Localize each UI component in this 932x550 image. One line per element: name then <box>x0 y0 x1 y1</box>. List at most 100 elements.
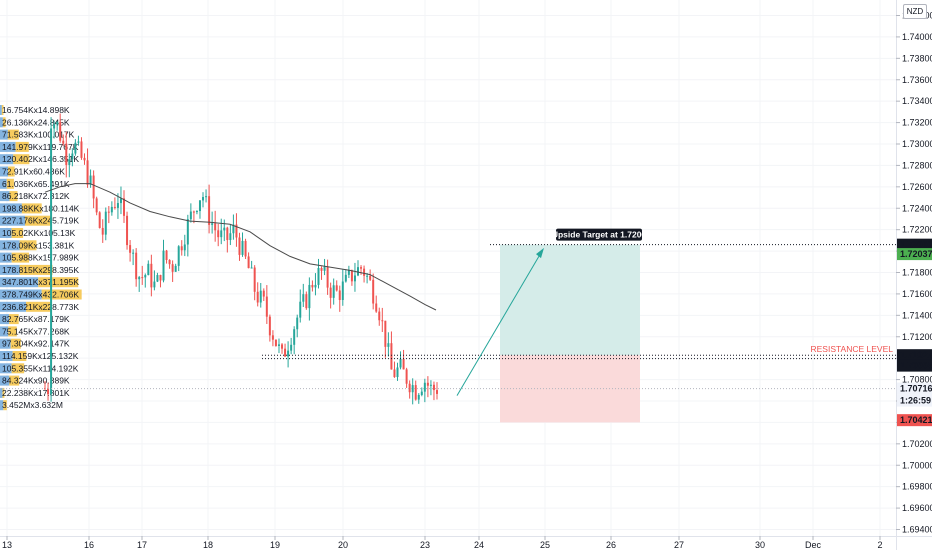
volume-profile-label: 178.815Kx298.395K <box>2 265 79 275</box>
candle-body <box>344 274 347 282</box>
candle-body <box>335 285 338 291</box>
candle-body <box>262 290 265 297</box>
time-tick-label: 30 <box>755 540 765 550</box>
price-tag-label: 1.710278 <box>900 350 932 360</box>
time-axis[interactable]: 13 16 17 18 19 20 23 24 25 26 27 30 Dec 2 <box>0 536 932 550</box>
candle-body <box>177 246 180 266</box>
candle-body <box>162 250 165 281</box>
volume-profile-label: 114.159Kx125.132K <box>2 351 79 361</box>
arrowhead-icon <box>536 247 544 259</box>
time-tick-label: 24 <box>474 540 484 550</box>
volume-profile-label: 236.821Kx228.773K <box>2 302 79 312</box>
volume-bar-sell <box>21 203 42 214</box>
volume-bar-sell <box>38 277 79 288</box>
candle-body <box>80 141 83 158</box>
volume-bar-buy <box>0 215 25 226</box>
candle-body <box>253 267 256 292</box>
volume-bar-buy <box>0 338 11 349</box>
candle-body <box>250 267 253 269</box>
volume-bar-sell <box>13 154 30 165</box>
candle-body <box>56 122 59 125</box>
candle-body <box>50 128 53 395</box>
candle-body <box>338 290 341 301</box>
target-label: Upside Target at 1.7206 <box>552 230 647 240</box>
volume-bar-sell <box>11 228 24 238</box>
candlestick-series <box>44 113 438 405</box>
candle-body <box>138 277 141 280</box>
volume-bar-sell <box>12 351 27 361</box>
moving-average-path <box>44 183 437 311</box>
candle-body <box>92 175 95 199</box>
volume-bar-buy <box>0 351 13 361</box>
price-tick-label: 1.722000 <box>902 225 932 235</box>
candle-body <box>144 275 147 278</box>
volume-bar-buy <box>0 129 8 140</box>
volume-profile-label: 71.583Kx100.017K <box>2 130 75 140</box>
candle-body <box>423 382 426 392</box>
candle-body <box>274 339 277 346</box>
candle-body <box>107 211 110 213</box>
price-tick-label: 1.714000 <box>902 310 932 320</box>
candle-body <box>414 385 417 400</box>
long-position-tool[interactable] <box>500 244 640 423</box>
volume-bar-buy <box>0 375 10 386</box>
candle-body <box>150 263 153 288</box>
volume-bar-buy <box>0 326 9 337</box>
volume-bar-buy <box>0 264 20 275</box>
volume-bar-buy <box>0 240 20 251</box>
candle-body <box>360 267 363 269</box>
volume-bar-sell <box>19 240 37 251</box>
price-axis[interactable]: 1.7420001.7400001.7380001.7360001.734000… <box>896 0 932 550</box>
candle-body <box>296 317 299 330</box>
candle-body <box>320 268 323 271</box>
candle-body <box>98 212 101 228</box>
price-tag-box <box>897 394 932 407</box>
candle-body <box>195 211 198 213</box>
time-tick-label: 2 <box>877 540 882 550</box>
volume-bar-sell <box>8 326 17 337</box>
volume-profile-label: 105.355Kx114.192K <box>2 363 79 373</box>
price-tick-label: 1.740000 <box>902 32 932 42</box>
volume-bar-sell <box>19 264 53 275</box>
candle-body <box>83 157 86 161</box>
candle-body <box>226 227 229 241</box>
volume-profile-label: 61.036Kx65.491K <box>2 179 70 189</box>
candle-body <box>356 267 359 276</box>
projection-arrow[interactable] <box>456 250 543 396</box>
drawing-lines[interactable]: Upside Target at 1.7206 RESISTANCE LEVEL <box>0 228 896 396</box>
volume-profile-label: 72.91Kx60.486K <box>2 167 65 177</box>
price-tick-label: 1.702000 <box>902 439 932 449</box>
candle-body <box>168 259 171 265</box>
price-tag-box <box>897 359 932 372</box>
volume-bar-sell <box>26 301 52 312</box>
price-tick-label: 1.698000 <box>902 482 932 492</box>
candle-body <box>426 382 429 386</box>
candle-body <box>71 153 74 160</box>
volume-bar-sell <box>11 363 25 374</box>
candle-body <box>47 388 50 395</box>
candle-body <box>208 196 211 225</box>
price-tag-box <box>897 248 932 261</box>
price-tick-label: 1.726000 <box>902 182 932 192</box>
candle-body <box>347 270 350 275</box>
candle-body <box>411 385 414 393</box>
target-label-box[interactable] <box>556 228 642 241</box>
volume-bar-buy <box>0 117 3 128</box>
candle-body <box>171 264 174 272</box>
candle-body <box>372 279 375 304</box>
price-tag-box <box>897 349 932 362</box>
volume-bar-buy <box>0 105 2 115</box>
candle-body <box>132 252 135 254</box>
candle-body <box>265 296 268 317</box>
candle-body <box>387 343 390 347</box>
candle-body <box>220 230 223 238</box>
candle-body <box>165 250 168 260</box>
candle-body <box>256 291 259 303</box>
candle-body <box>110 206 113 213</box>
time-tick-label: 17 <box>137 540 147 550</box>
candle-body <box>74 142 77 154</box>
moving-average-line <box>44 183 437 311</box>
candle-body <box>299 301 302 318</box>
target-zone[interactable] <box>500 244 640 356</box>
